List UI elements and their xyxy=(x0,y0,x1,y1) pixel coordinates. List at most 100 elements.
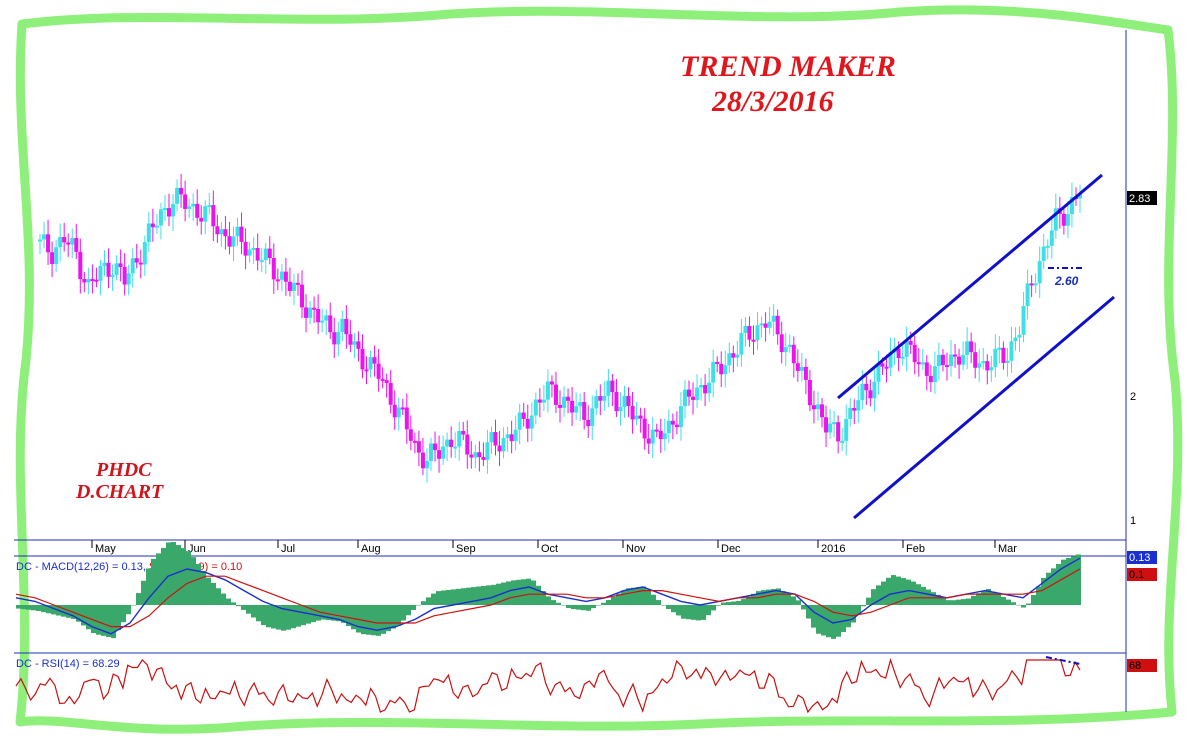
candle-body xyxy=(90,279,95,282)
macd-histogram-bar xyxy=(651,594,656,605)
candle-body xyxy=(50,252,55,264)
macd-histogram-bar xyxy=(346,605,351,627)
candle-body xyxy=(787,344,792,348)
macd-histogram-bar xyxy=(486,585,491,605)
rsi-value-tag: 68 xyxy=(1129,660,1141,672)
candle-body xyxy=(815,404,820,410)
macd-histogram-bar xyxy=(476,586,481,605)
macd-histogram-bar xyxy=(726,602,731,605)
candle-body xyxy=(578,402,583,407)
candle-body xyxy=(509,434,514,442)
macd-histogram-bar xyxy=(666,605,671,610)
candle-body xyxy=(497,445,502,452)
macd-histogram-bar xyxy=(236,605,241,607)
candle-body xyxy=(300,284,305,308)
candle-body xyxy=(420,452,425,469)
candle-body xyxy=(267,248,272,259)
rsi-panel: DC - RSI(14) = 68.29 68 xyxy=(15,656,1157,714)
candle-body xyxy=(287,281,292,291)
candle-body xyxy=(291,282,296,291)
candle-body xyxy=(711,361,716,383)
candle-body xyxy=(731,353,736,358)
candle-body xyxy=(146,223,151,243)
candle-body xyxy=(404,407,409,430)
candle-body xyxy=(1001,347,1006,363)
candle-body xyxy=(461,430,466,435)
candle-body xyxy=(985,361,990,371)
macd-histogram-bar xyxy=(471,587,476,605)
macd-histogram-bar xyxy=(951,600,956,605)
macd-histogram-bar xyxy=(551,600,556,605)
candle-body xyxy=(666,420,671,434)
candle-body xyxy=(316,308,321,323)
candle-body xyxy=(501,438,506,452)
macd-histogram-bar xyxy=(1041,577,1046,605)
candle-body xyxy=(896,348,901,359)
macd-histogram-bar xyxy=(766,589,771,605)
candle-body xyxy=(553,384,558,405)
candle-body xyxy=(541,399,546,403)
macd-histogram-bar xyxy=(861,605,866,607)
macd-histogram-bar xyxy=(301,605,306,626)
macd-histogram-bar xyxy=(256,605,261,622)
candle-body xyxy=(368,357,373,370)
macd-histogram-bar xyxy=(176,545,181,605)
x-tick-label: Jun xyxy=(188,543,206,555)
candle-body xyxy=(1045,245,1050,248)
candle-body xyxy=(1029,283,1034,286)
macd-histogram-bar xyxy=(1006,599,1011,605)
candle-body xyxy=(106,262,111,277)
macd-histogram-bar xyxy=(136,593,141,605)
candle-body xyxy=(1013,337,1018,342)
candle-body xyxy=(62,237,67,243)
macd-histogram-bar xyxy=(426,597,431,605)
macd-histogram-bar xyxy=(166,542,171,605)
macd-histogram-bar xyxy=(276,605,281,630)
candle-body xyxy=(856,400,861,411)
macd-histogram-bar xyxy=(636,587,641,605)
candle-body xyxy=(517,412,522,430)
macd-histogram-bar xyxy=(376,605,381,636)
macd-histogram-bar xyxy=(156,553,161,605)
macd-histogram-bar xyxy=(851,605,856,623)
macd-histogram-bar xyxy=(231,602,236,605)
candle-body xyxy=(872,381,877,399)
macd-histogram xyxy=(16,542,1081,639)
macd-histogram-bar xyxy=(271,605,276,629)
macd-histogram-bar xyxy=(36,605,41,611)
candle-body xyxy=(562,396,567,408)
candle-body xyxy=(900,356,905,359)
candle-body xyxy=(82,278,87,283)
panel-grid xyxy=(14,30,1127,712)
macd-histogram-bar xyxy=(556,602,561,605)
candle-body xyxy=(1065,214,1070,226)
macd-histogram-bar xyxy=(351,605,356,630)
candle-body xyxy=(78,251,83,279)
candle-body xyxy=(126,273,131,285)
macd-histogram-bar xyxy=(1071,556,1076,605)
candle-body xyxy=(642,418,647,439)
macd-histogram-bar xyxy=(741,599,746,605)
candle-body xyxy=(259,260,264,263)
candle-body xyxy=(489,432,494,443)
candle-body xyxy=(171,203,176,217)
candle-body xyxy=(1061,213,1066,226)
candle-body xyxy=(989,367,994,371)
macd-histogram-bar xyxy=(111,605,116,639)
macd-histogram-bar xyxy=(721,602,726,605)
candle-body xyxy=(961,354,966,365)
candle-body xyxy=(566,396,571,401)
candle-body xyxy=(634,415,639,420)
candle-body xyxy=(924,362,929,376)
macd-histogram-bar xyxy=(571,605,576,610)
candle-body xyxy=(1033,283,1038,286)
candle-body xyxy=(630,406,635,420)
candle-body xyxy=(807,379,812,406)
macd-histogram-bar xyxy=(151,558,156,605)
macd-histogram-bar xyxy=(1021,605,1026,608)
macd-histogram-bar xyxy=(776,588,781,605)
candle-body xyxy=(674,424,679,428)
candle-body xyxy=(997,347,1002,350)
candle-body xyxy=(795,363,800,371)
candle-body xyxy=(215,226,220,235)
